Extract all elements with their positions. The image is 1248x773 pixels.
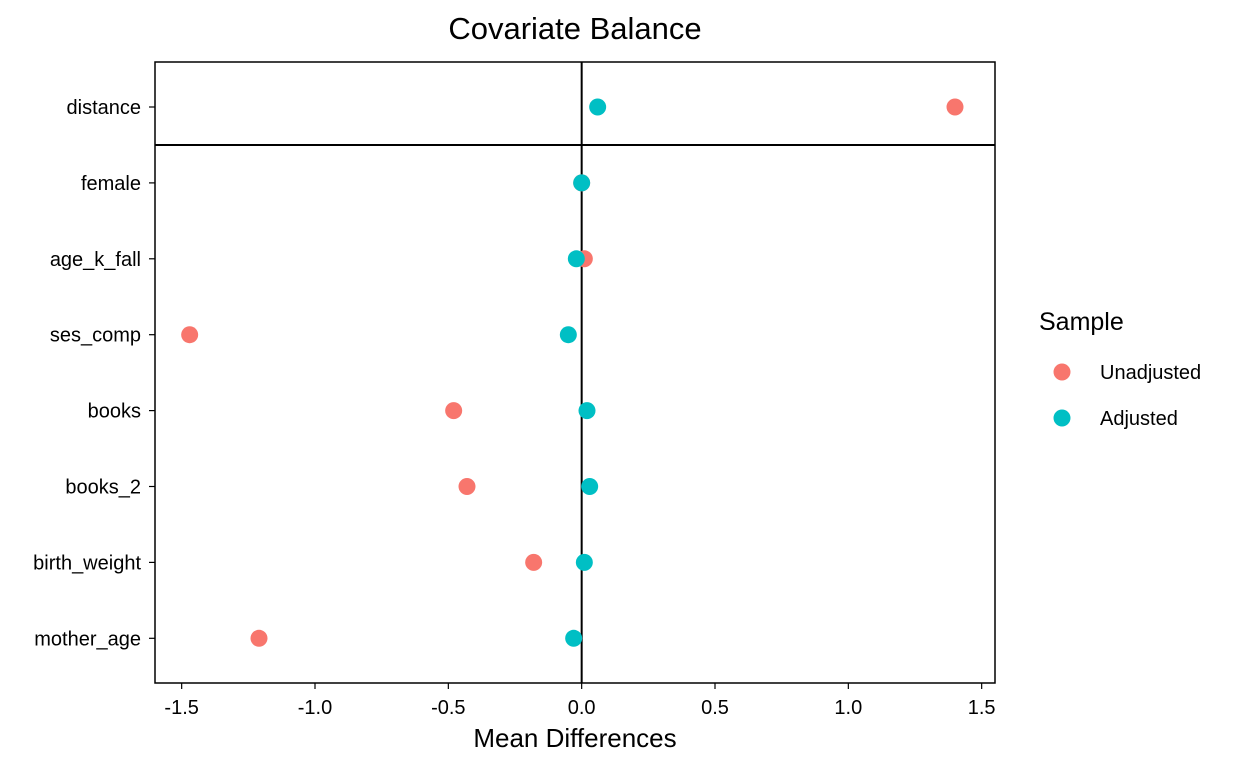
- point-unadjusted-books: [445, 402, 463, 420]
- x-tick-label: 1.0: [834, 697, 862, 719]
- y-category-label: mother_age: [34, 628, 141, 650]
- y-category-label: female: [81, 173, 141, 195]
- y-category-label: books: [88, 401, 141, 423]
- point-unadjusted-books_2: [458, 478, 476, 495]
- y-category-label: books_2: [65, 477, 141, 499]
- point-adjusted-distance: [589, 98, 607, 116]
- point-adjusted-ses_comp: [559, 326, 577, 344]
- legend: Sample Unadjusted Adjusted: [1039, 308, 1201, 430]
- y-category-label: distance: [67, 97, 142, 119]
- x-tick-label: 0.0: [568, 697, 596, 719]
- point-adjusted-books_2: [581, 478, 599, 495]
- plot-panel-border: [154, 61, 996, 684]
- x-tick-label: -0.5: [431, 697, 465, 719]
- point-adjusted-mother_age: [565, 629, 583, 647]
- point-unadjusted-distance: [946, 98, 964, 116]
- y-category-label: birth_weight: [33, 552, 141, 574]
- x-axis-title: Mean Differences: [473, 723, 676, 753]
- legend-title: Sample: [1039, 308, 1124, 336]
- point-unadjusted-ses_comp: [181, 326, 199, 344]
- point-adjusted-books: [578, 402, 596, 420]
- x-tick-label: -1.0: [298, 697, 332, 719]
- x-tick-label: 1.5: [968, 697, 996, 719]
- point-unadjusted-birth_weight: [525, 553, 543, 571]
- point-adjusted-female: [573, 174, 591, 192]
- x-tick-label: -1.5: [164, 697, 198, 719]
- plot-area: -1.5 -1.0 -0.5 0.0 0.5 1.0 1.5 distance female ag…: [33, 61, 996, 719]
- legend-key-unadjusted: [1053, 363, 1071, 381]
- y-category-label: age_k_fall: [50, 249, 141, 271]
- legend-label-adjusted: Adjusted: [1100, 408, 1178, 430]
- legend-key-adjusted: [1053, 409, 1071, 427]
- x-tick-label: 0.5: [701, 697, 729, 719]
- point-adjusted-birth_weight: [575, 553, 593, 571]
- chart-title: Covariate Balance: [448, 11, 701, 46]
- point-adjusted-age_k_fall: [567, 250, 585, 268]
- point-unadjusted-mother_age: [250, 629, 268, 647]
- y-category-label: ses_comp: [50, 325, 141, 347]
- legend-label-unadjusted: Unadjusted: [1100, 362, 1201, 384]
